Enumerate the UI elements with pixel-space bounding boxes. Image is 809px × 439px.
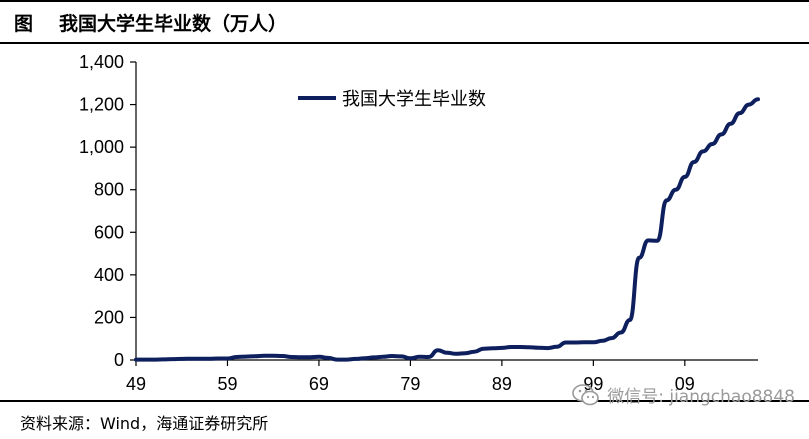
x-tick-label: 09 [675,374,695,394]
x-tick-label: 79 [400,374,420,394]
y-tick-label: 600 [94,222,124,242]
series-line [134,97,760,362]
watermark: 微信号: jiangchao8848 [571,382,795,407]
y-tick-label: 800 [94,180,124,200]
watermark-text: 微信号: jiangchao8848 [607,387,795,407]
y-tick-label: 0 [114,350,124,370]
x-axis: 49 59 69 79 89 99 09 [126,359,758,394]
y-tick-label: 1,400 [79,52,124,72]
legend: 我国大学生毕业数 [298,89,486,110]
chart-title: 我国大学生毕业数（万人） [59,12,288,35]
wechat-icon [572,383,600,405]
figure-label: 图 [14,12,34,35]
source-note: 资料来源：Wind，海通证券研究所 [20,414,269,433]
x-tick-label: 69 [309,374,329,394]
x-tick-label: 59 [217,374,237,394]
x-tick-label: 49 [126,374,146,394]
y-tick-label: 400 [94,265,124,285]
y-tick-label: 200 [94,307,124,327]
y-tick-label: 1,200 [79,95,124,115]
chart: 0 200 400 600 800 1,000 1,200 1,400 49 59 69 79 89 9… [79,52,760,394]
legend-label: 我国大学生毕业数 [342,89,486,110]
x-tick-label: 89 [492,374,512,394]
y-tick-label: 1,000 [79,137,124,157]
title-bar: 图 我国大学生毕业数（万人） [0,0,809,44]
x-tick-label: 99 [583,374,603,394]
y-axis: 0 200 400 600 800 1,000 1,200 1,400 [79,52,137,370]
footer: 资料来源：Wind，海通证券研究所 微信号: jiangchao8848 [0,383,809,439]
